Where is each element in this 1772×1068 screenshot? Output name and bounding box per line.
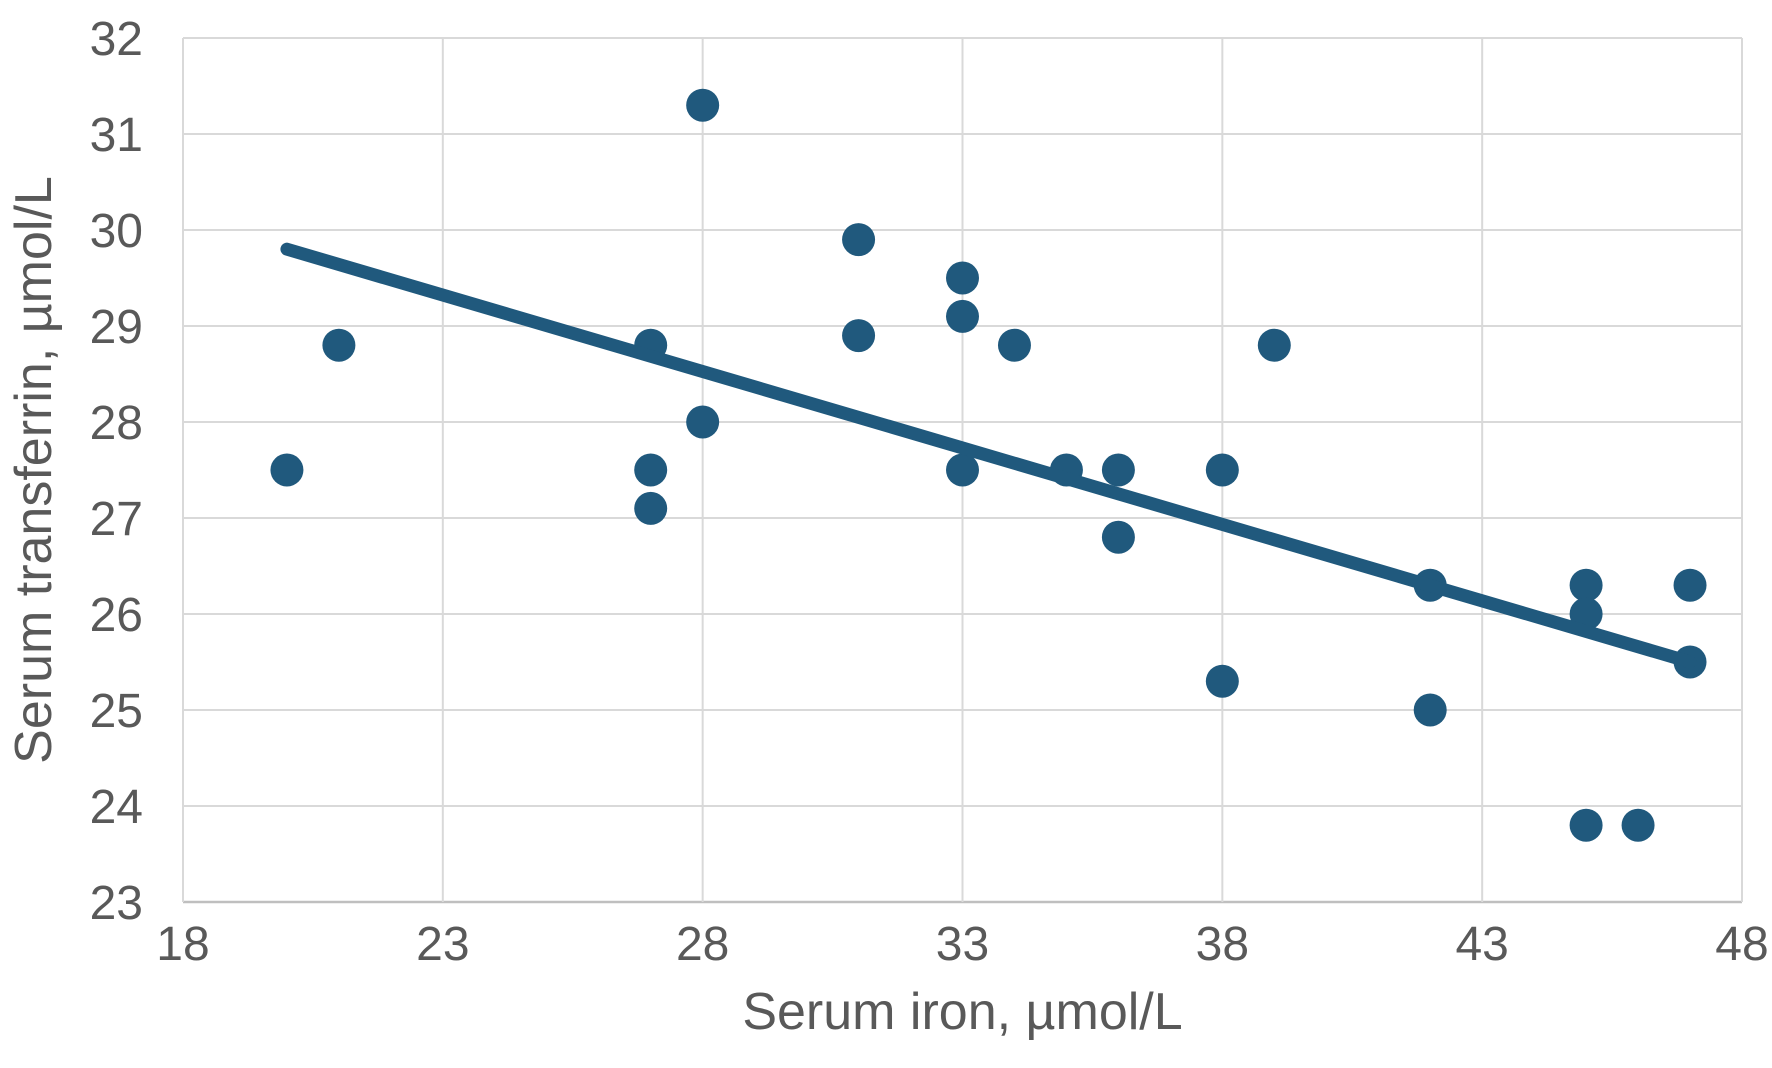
data-point: [1257, 328, 1291, 362]
x-tick-label: 28: [676, 918, 729, 971]
data-point: [1621, 808, 1655, 842]
x-tick-label: 38: [1196, 918, 1249, 971]
y-tick-label: 25: [90, 685, 143, 738]
data-point: [842, 319, 876, 353]
data-point: [946, 299, 979, 333]
x-tick-label: 23: [416, 918, 469, 971]
data-point: [946, 261, 979, 295]
data-point: [634, 453, 668, 487]
y-tick-label: 30: [90, 205, 143, 258]
y-tick-label: 24: [90, 781, 143, 834]
y-tick-label: 27: [90, 493, 143, 546]
x-tick-label: 48: [1715, 918, 1768, 971]
data-point: [1101, 520, 1135, 554]
x-tick-label: 33: [936, 918, 989, 971]
y-tick-label: 23: [90, 877, 143, 930]
data-point: [1673, 568, 1707, 602]
trend-line: [280, 242, 1697, 669]
x-tick-label: 18: [156, 918, 209, 971]
data-point: [686, 88, 720, 122]
data-point: [1101, 453, 1135, 487]
x-axis-title: Serum iron, µmol/L: [742, 983, 1183, 1041]
data-point: [634, 491, 668, 525]
data-point: [842, 223, 876, 257]
x-tick-label: 43: [1455, 918, 1508, 971]
data-point: [322, 328, 356, 362]
y-tick-label: 28: [90, 397, 143, 450]
data-point: [1569, 568, 1603, 602]
data-point: [270, 453, 304, 487]
data-point: [1569, 808, 1603, 842]
y-tick-label: 26: [90, 589, 143, 642]
y-tick-label: 32: [90, 13, 143, 66]
data-point: [1413, 693, 1447, 727]
data-point: [997, 328, 1031, 362]
y-axis-title: Serum transferrin, µmol/L: [5, 176, 63, 764]
data-point: [1205, 453, 1239, 487]
data-point: [686, 405, 720, 439]
y-tick-label: 31: [90, 109, 143, 162]
data-point: [1205, 664, 1239, 698]
data-point: [946, 453, 979, 487]
y-tick-label: 29: [90, 301, 143, 354]
